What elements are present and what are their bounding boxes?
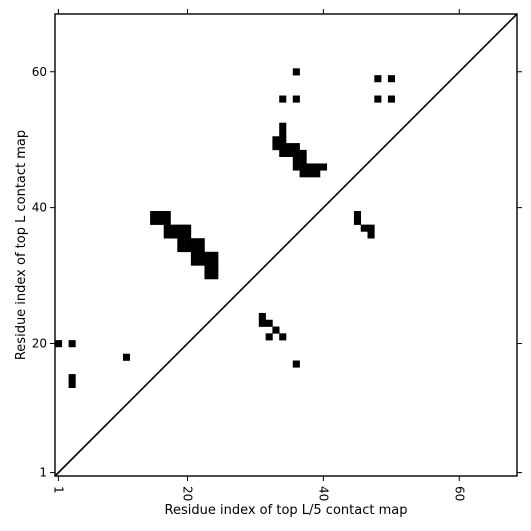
upper-contact-cell-18 — [177, 245, 185, 253]
lower-contact-cell-2 — [360, 224, 368, 232]
contact-cells — [55, 68, 395, 388]
lower-contact-cell-6 — [258, 319, 266, 327]
lower-contact-cell-15 — [68, 374, 76, 382]
x-tick-label-0: 1 — [51, 486, 65, 494]
y-tick-label-1: 20 — [32, 337, 47, 351]
y-tick-label-3: 60 — [32, 65, 47, 79]
upper-contact-cell-29 — [211, 258, 219, 266]
upper-contact-cell-34 — [279, 122, 287, 130]
upper-contact-cell-21 — [197, 245, 205, 253]
upper-contact-cell-43 — [286, 149, 294, 157]
upper-contact-cell-60 — [387, 75, 395, 83]
upper-contact-cell-47 — [299, 156, 307, 164]
upper-contact-cell-17 — [197, 238, 205, 246]
upper-contact-cell-1 — [156, 211, 164, 219]
upper-contact-cell-3 — [150, 217, 158, 225]
upper-contact-cell-46 — [292, 156, 300, 164]
lower-contact-cell-7 — [265, 319, 273, 327]
upper-contact-cell-58 — [292, 95, 300, 103]
upper-contact-cell-9 — [184, 224, 192, 232]
plot-frame — [54, 13, 518, 477]
lower-contact-cell-9 — [265, 333, 273, 341]
upper-contact-cell-11 — [170, 231, 178, 239]
upper-contact-cell-27 — [197, 258, 205, 266]
upper-contact-cell-4 — [156, 217, 164, 225]
lower-contact-cell-12 — [55, 340, 63, 348]
upper-contact-cell-10 — [163, 231, 171, 239]
y-tick-label-0: 1 — [39, 466, 47, 480]
lower-contact-cell-3 — [367, 224, 375, 232]
upper-contact-cell-0 — [150, 211, 158, 219]
axis-ticks — [50, 9, 522, 481]
upper-contact-cell-44 — [292, 149, 300, 157]
upper-contact-cell-41 — [292, 143, 300, 151]
upper-contact-cell-56 — [292, 68, 300, 76]
upper-contact-cell-36 — [272, 136, 280, 144]
upper-contact-cell-55 — [313, 170, 321, 178]
upper-contact-cell-50 — [306, 163, 314, 171]
tick-labels: 1 20 40 60 1 20 40 60 — [32, 65, 467, 502]
x-tick-label-2: 40 — [316, 486, 330, 501]
upper-contact-cell-13 — [184, 231, 192, 239]
lower-contact-cell-11 — [292, 360, 300, 368]
upper-contact-cell-2 — [163, 211, 171, 219]
upper-contact-cell-14 — [177, 238, 185, 246]
y-axis-label: Residue index of top L contact map — [14, 130, 29, 360]
upper-contact-cell-40 — [286, 143, 294, 151]
upper-contact-cell-24 — [204, 251, 212, 259]
upper-contact-cell-8 — [177, 224, 185, 232]
upper-contact-cell-39 — [279, 143, 287, 151]
lower-contact-cell-0 — [353, 211, 362, 219]
lower-contact-cell-14 — [122, 353, 131, 361]
upper-contact-cell-22 — [190, 251, 198, 259]
upper-contact-cell-38 — [272, 143, 280, 151]
upper-contact-cell-62 — [387, 95, 395, 103]
upper-contact-cell-20 — [190, 245, 198, 253]
lower-contact-cell-4 — [367, 231, 375, 239]
upper-contact-cell-59 — [374, 75, 382, 83]
upper-contact-cell-19 — [184, 245, 192, 253]
lower-contact-cell-10 — [279, 333, 287, 341]
upper-contact-cell-30 — [204, 265, 212, 273]
upper-contact-cell-53 — [299, 170, 307, 178]
upper-contact-cell-23 — [197, 251, 205, 259]
lower-contact-cell-8 — [272, 326, 280, 334]
lower-contact-cell-1 — [353, 217, 362, 225]
lower-contact-cell-5 — [258, 312, 266, 321]
upper-contact-cell-48 — [292, 163, 300, 171]
upper-contact-cell-54 — [306, 170, 314, 178]
upper-contact-cell-6 — [163, 224, 171, 232]
upper-contact-cell-51 — [313, 163, 321, 171]
upper-contact-cell-33 — [211, 272, 219, 280]
upper-contact-cell-37 — [279, 136, 287, 144]
upper-contact-cell-61 — [374, 95, 382, 103]
upper-contact-cell-49 — [299, 163, 307, 171]
upper-contact-cell-31 — [211, 265, 219, 273]
lower-contact-cell-16 — [68, 380, 76, 388]
upper-contact-cell-32 — [204, 272, 212, 280]
upper-contact-cell-26 — [190, 258, 198, 266]
upper-contact-cell-42 — [279, 149, 287, 157]
upper-contact-cell-16 — [190, 238, 198, 246]
upper-contact-cell-7 — [170, 224, 178, 232]
upper-contact-cell-45 — [299, 149, 307, 157]
upper-contact-cell-5 — [163, 217, 171, 225]
x-tick-label-3: 60 — [452, 486, 466, 501]
upper-contact-cell-28 — [204, 258, 212, 266]
diagonal-line — [54, 13, 518, 477]
lower-contact-cell-13 — [68, 340, 76, 348]
upper-contact-cell-15 — [184, 238, 192, 246]
upper-contact-cell-57 — [279, 95, 287, 103]
upper-contact-cell-52 — [319, 163, 328, 171]
upper-contact-cell-12 — [177, 231, 185, 239]
x-axis-label: Residue index of top L/5 contact map — [165, 503, 408, 518]
upper-contact-cell-35 — [279, 129, 287, 137]
x-tick-label-1: 20 — [180, 486, 194, 501]
upper-contact-cell-25 — [211, 251, 219, 259]
y-tick-label-2: 40 — [32, 201, 47, 215]
